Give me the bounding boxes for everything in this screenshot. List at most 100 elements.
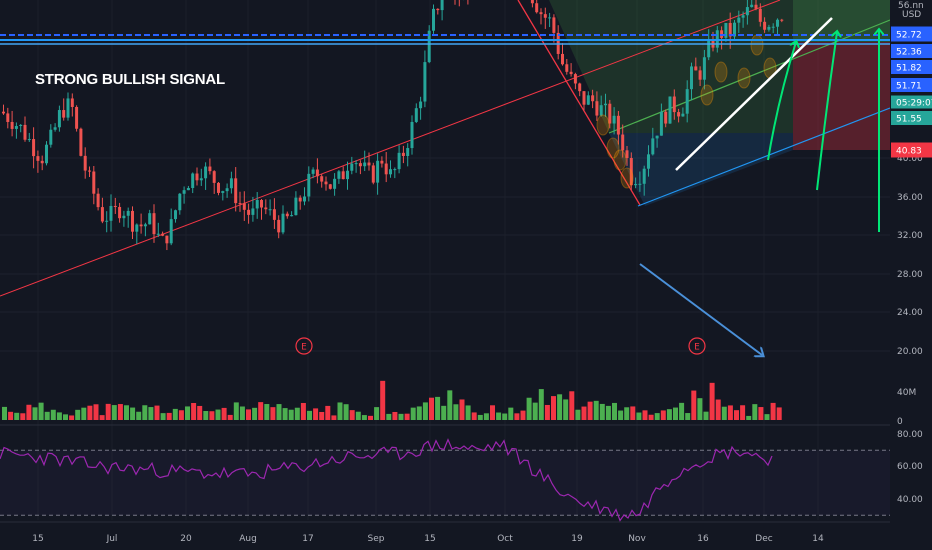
candle-body — [354, 163, 358, 165]
candle-body — [384, 163, 388, 175]
candle-body — [690, 66, 693, 90]
volume-bar — [69, 415, 75, 420]
candle-body — [591, 95, 595, 102]
candle-body — [363, 162, 367, 167]
candle-body — [315, 169, 319, 177]
candle-body — [346, 170, 349, 180]
volume-bar — [453, 404, 459, 420]
volume-bar — [215, 409, 221, 420]
time-tick: 15 — [424, 534, 435, 544]
highlight-circle — [750, 34, 764, 56]
volume-bar — [331, 415, 337, 420]
volume-bar — [142, 405, 148, 420]
volume-bar — [642, 410, 648, 420]
volume-bar — [368, 415, 373, 420]
candle-body — [638, 183, 642, 185]
candle-body — [677, 112, 681, 117]
channel-lower-line — [637, 107, 891, 207]
volume-bar — [575, 409, 581, 420]
candle-body — [14, 126, 18, 129]
volume-bar — [508, 407, 514, 420]
volume-bar — [746, 415, 752, 420]
candle-body — [165, 235, 169, 244]
candle-body — [595, 101, 599, 116]
volume-bar — [227, 414, 233, 420]
volume-bar — [496, 412, 502, 420]
candle-body — [440, 0, 444, 11]
volume-bar — [325, 405, 331, 420]
price-tag-label: 40.83 — [896, 147, 922, 157]
volume-bar — [380, 380, 386, 420]
candle-body — [432, 8, 435, 31]
rsi-pane — [0, 438, 890, 522]
price-tag-label: 51.55 — [896, 115, 922, 125]
grid-lines — [0, 157, 890, 426]
time-tick: Oct — [497, 534, 513, 544]
candle-body — [290, 215, 294, 217]
volume-tick: 0 — [897, 417, 903, 427]
candle-body — [10, 121, 14, 129]
candle-body — [724, 22, 728, 38]
volume-bar — [337, 402, 343, 420]
time-tick: Aug — [239, 534, 257, 544]
rsi-line — [0, 438, 773, 522]
volume-bar — [673, 407, 678, 420]
candle-body — [23, 124, 27, 140]
volume-bar — [630, 406, 636, 420]
candle-body — [109, 205, 113, 221]
candle-body — [19, 124, 23, 127]
volume-bar — [8, 411, 14, 420]
candle-body — [655, 135, 659, 139]
volume-bar — [87, 405, 93, 420]
volume-bar — [599, 403, 605, 420]
candle-body — [57, 110, 61, 128]
channel-fill — [609, 133, 793, 206]
candle-body — [281, 213, 285, 233]
volume-bar — [111, 405, 117, 420]
candle-body — [741, 15, 745, 18]
candle-body — [238, 203, 242, 205]
green-arrow-1 — [767, 42, 796, 161]
candle-body — [79, 128, 83, 156]
candle-body — [294, 197, 298, 216]
candle-body — [758, 8, 762, 22]
volume-bar — [355, 411, 361, 420]
volume-bar — [758, 407, 764, 420]
candle-body — [625, 150, 629, 159]
candle-body — [427, 30, 431, 63]
candle-body — [659, 111, 663, 136]
candle-body — [161, 233, 165, 236]
volume-bar — [130, 407, 136, 420]
price-tag-label: 05:29:07 — [896, 99, 932, 109]
volume-bar — [56, 412, 62, 420]
volume-bar — [185, 406, 190, 420]
candle-body — [380, 160, 384, 164]
volume-bar — [544, 404, 550, 420]
volume-bar — [252, 407, 258, 420]
volume-bar — [483, 413, 489, 420]
candle-body — [436, 8, 440, 11]
candle-body — [371, 165, 375, 183]
candle-body — [668, 96, 672, 124]
candle-body — [66, 98, 70, 118]
candle-body — [88, 170, 91, 172]
volume-bar — [343, 404, 349, 420]
candle-body — [70, 98, 74, 107]
candle-body — [737, 17, 741, 23]
price-tag — [891, 142, 932, 158]
volume-bar — [294, 407, 300, 420]
candle-body — [307, 173, 311, 197]
stop-box — [793, 42, 890, 150]
time-axis-bg — [0, 522, 890, 550]
candles — [2, 0, 784, 251]
candle-body — [733, 22, 736, 37]
candle-body — [604, 103, 607, 106]
candle-body — [672, 96, 676, 113]
volume-bar — [197, 405, 203, 420]
volume-bar — [416, 406, 422, 420]
candle-body — [311, 169, 315, 174]
price-tag — [891, 78, 932, 92]
volume-bar — [715, 399, 721, 420]
candle-body — [208, 166, 212, 172]
